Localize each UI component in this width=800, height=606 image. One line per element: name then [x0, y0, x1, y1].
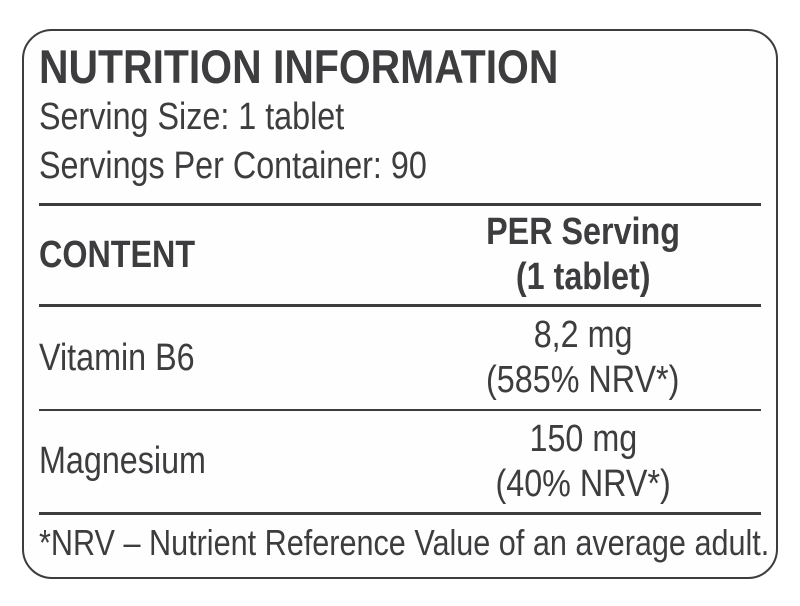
content-header-cell: CONTENT: [39, 233, 405, 278]
serving-size-text: Serving Size: 1 tablet: [39, 96, 345, 138]
content-header-text: CONTENT: [39, 233, 196, 276]
label-title: NUTRITION INFORMATION: [39, 41, 761, 93]
divider-above-header: [39, 203, 761, 206]
per-serving-header-line1: PER Serving: [486, 211, 680, 253]
table-row-magnesium: Magnesium 150 mg (40% NRV*): [39, 411, 761, 512]
nutrient-nrv: (585% NRV*): [486, 359, 680, 401]
nutrient-value-cell: 150 mg (40% NRV*): [405, 417, 761, 507]
nutrient-nrv: (40% NRV*): [495, 462, 671, 505]
per-serving-header-cell: PER Serving (1 tablet): [405, 210, 761, 300]
per-serving-header-line2: (1 tablet): [515, 256, 651, 298]
nutrient-name-text: Vitamin B6: [39, 336, 195, 379]
nutrient-amount: 8,2 mg: [533, 314, 633, 356]
nutrient-name-cell: Vitamin B6: [39, 336, 405, 381]
servings-per-container-line: Servings Per Container: 90: [39, 142, 761, 191]
label-title-text: NUTRITION INFORMATION: [39, 40, 559, 93]
nutrient-name-text: Magnesium: [39, 440, 206, 482]
divider-below-header: [39, 304, 761, 307]
serving-size-line: Serving Size: 1 tablet: [39, 93, 761, 142]
nutrient-name-cell: Magnesium: [39, 439, 405, 484]
nutrient-value-cell: 8,2 mg (585% NRV*): [405, 313, 761, 403]
table-row-vitamin-b6: Vitamin B6 8,2 mg (585% NRV*): [39, 307, 761, 409]
divider-above-footnote: [39, 512, 761, 515]
footnote-row: *NRV – Nutrient Reference Value of an av…: [39, 515, 769, 571]
footnote-text: *NRV – Nutrient Reference Value of an av…: [39, 522, 770, 563]
table-header-row: CONTENT PER Serving (1 tablet): [39, 206, 761, 304]
nutrition-label-panel: NUTRITION INFORMATION Serving Size: 1 ta…: [22, 29, 778, 579]
divider-between-rows: [39, 409, 761, 411]
nutrient-amount: 150 mg: [529, 417, 637, 460]
servings-per-container-text: Servings Per Container: 90: [39, 145, 427, 187]
